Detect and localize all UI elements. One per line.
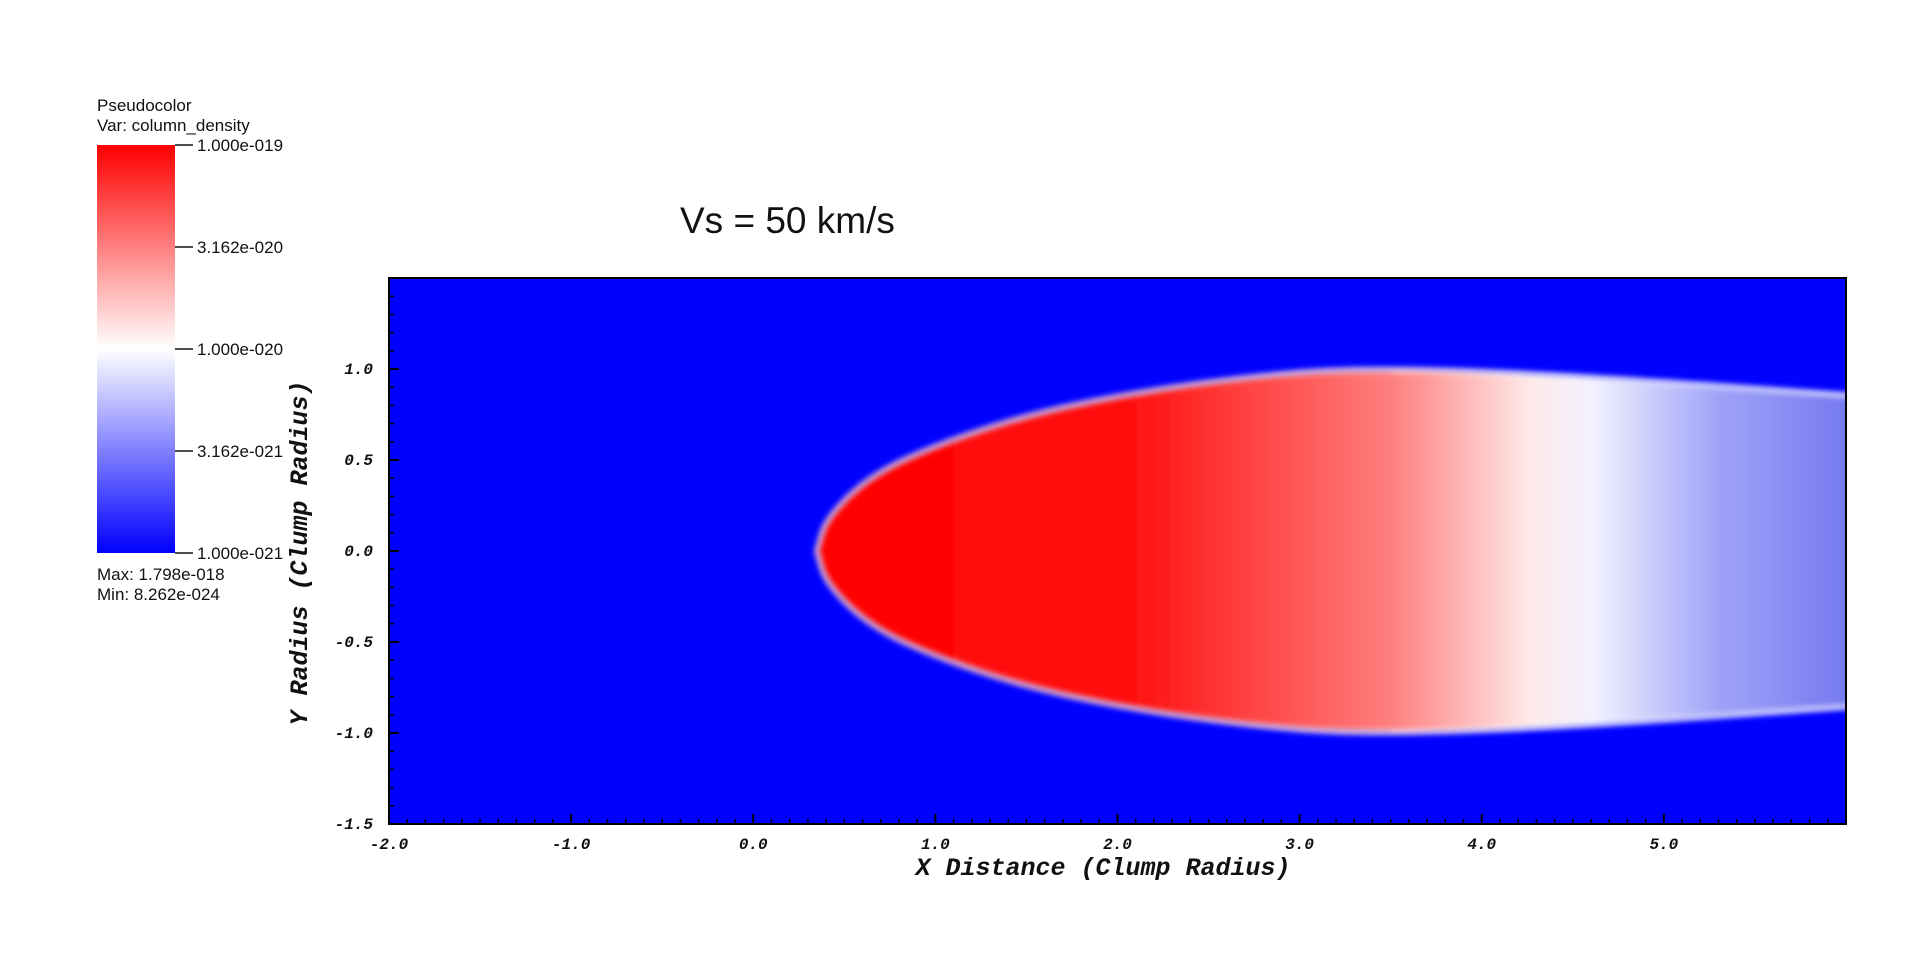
x-tick-label: 1.0 — [921, 836, 950, 854]
y-axis-label: Y Radius (Clump Radius) — [286, 380, 315, 725]
x-tick-label: -2.0 — [370, 836, 409, 854]
x-tick-label: 0.0 — [739, 836, 768, 854]
x-axis-label: X Distance (Clump Radius) — [913, 854, 1290, 883]
x-tick-label: 4.0 — [1467, 836, 1496, 854]
y-tick-label: -0.5 — [335, 634, 374, 652]
colorbar — [97, 145, 175, 553]
colorbar-ticks: 1.000e-019 3.162e-020 1.000e-020 3.162e-021… — [175, 136, 283, 563]
colorbar-tick-label: 3.162e-020 — [197, 238, 283, 257]
chart-title: Vs = 50 km/s — [680, 200, 895, 241]
y-tick-label: 0.0 — [344, 543, 373, 561]
y-tick-label: 1.0 — [344, 361, 373, 379]
legend-min: Min: 8.262e-024 — [97, 585, 220, 604]
y-tick-label: 0.5 — [344, 452, 373, 470]
x-tick-label: 2.0 — [1103, 836, 1132, 854]
y-tick-label: -1.5 — [335, 816, 374, 834]
colorbar-tick-label: 1.000e-020 — [197, 340, 283, 359]
colorbar-legend: Pseudocolor Var: column_density 1.000e-0… — [97, 96, 283, 604]
y-axis: -1.5 -1.0 -0.5 0.0 0.5 1.0 — [335, 295, 399, 834]
y-tick-label: -1.0 — [335, 725, 374, 743]
legend-variable: Var: column_density — [97, 116, 250, 135]
colorbar-tick-label: 1.000e-021 — [197, 544, 283, 563]
x-tick-label: 3.0 — [1285, 836, 1314, 854]
x-tick-label: 5.0 — [1649, 836, 1678, 854]
x-axis: -2.0 -1.0 0.0 1.0 2.0 3.0 4.0 5.0 — [370, 814, 1829, 854]
colorbar-tick-label: 1.000e-019 — [197, 136, 283, 155]
legend-max: Max: 1.798e-018 — [97, 565, 225, 584]
colorbar-tick-label: 3.162e-021 — [197, 442, 283, 461]
legend-plot-type: Pseudocolor — [97, 96, 192, 115]
bow-shock-rim — [814, 367, 1846, 735]
x-tick-label: -1.0 — [552, 836, 591, 854]
plume-body — [816, 369, 1846, 733]
plot-area: -2.0 -1.0 0.0 1.0 2.0 3.0 4.0 5.0 -1.5 -1.0 -0.5 0… — [335, 277, 1847, 854]
